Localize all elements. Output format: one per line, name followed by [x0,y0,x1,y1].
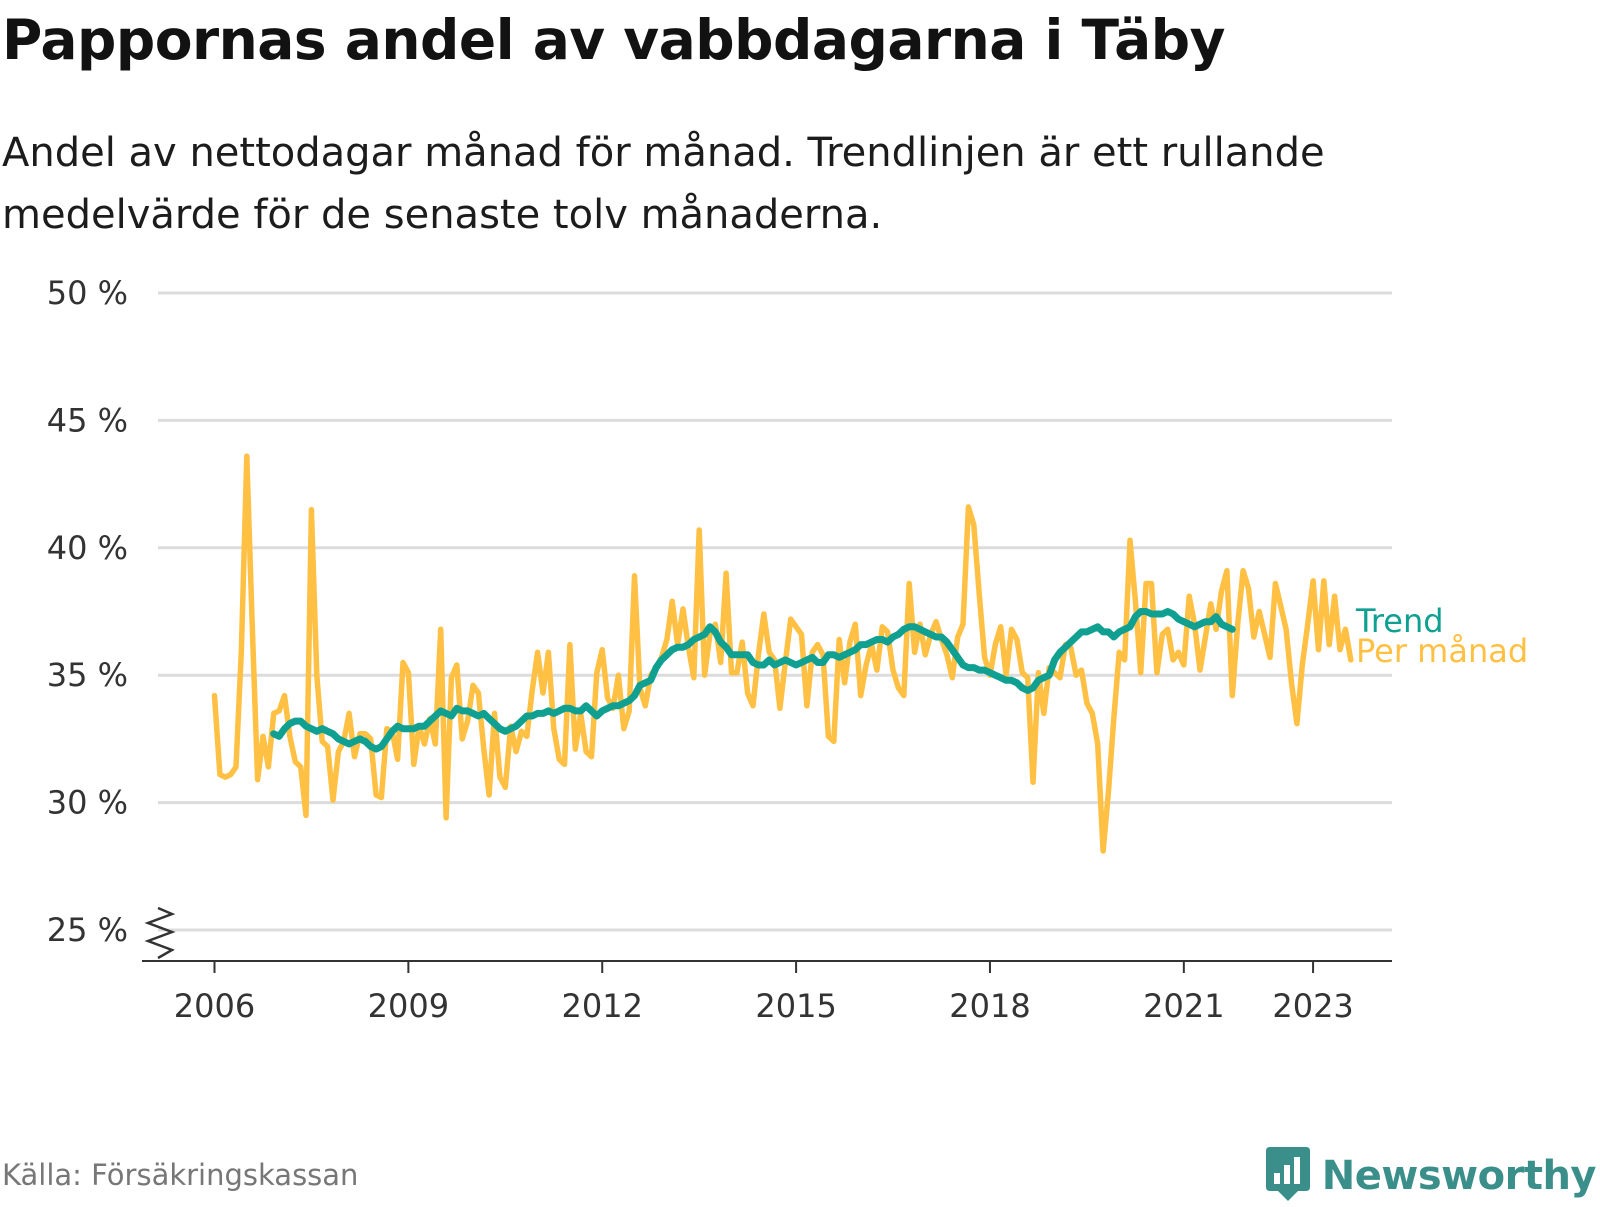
line-chart: 25 % 30 % 35 % 40 % 45 % 50 % 2006 2009 2012 201… [47,274,1528,1025]
axis-break-icon [144,906,176,960]
x-tick-label: 2012 [562,987,643,1025]
brand-name: Newsworthy [1321,1153,1597,1199]
series-label-monthly: Per månad [1356,632,1528,670]
x-tick-label: 2023 [1272,987,1353,1025]
x-tick-label: 2015 [755,987,836,1025]
y-tick-label: 35 % [47,656,128,694]
y-tick-label: 45 % [47,401,128,439]
source-note: Källa: Försäkringskassan [2,1158,359,1192]
y-tick-label: 50 % [47,274,128,312]
series-lines [211,453,1354,854]
series-line-monthly [211,453,1354,854]
x-tick-label: 2006 [174,987,255,1025]
chart-subtitle: Andel av nettodagar månad för månad. Tre… [2,130,1325,238]
y-axis-labels: 25 % 30 % 35 % 40 % 45 % 50 % [47,274,128,949]
newsworthy-logo-icon [1264,1145,1312,1207]
series-line-trend [270,608,1236,753]
y-tick-label: 40 % [47,529,128,567]
x-axis: 2006 2009 2012 2015 2018 2021 2023 [142,906,1392,1025]
x-tick-label: 2009 [368,987,449,1025]
chart-title: Pappornas andel av vabbdagarna i Täby [2,8,1225,72]
brand[interactable]: Newsworthy [1264,1145,1597,1207]
series-label-trend: Trend [1355,602,1444,640]
x-tick-label: 2021 [1143,987,1224,1025]
grid-lines [158,291,1392,932]
y-tick-label: 30 % [47,784,128,822]
y-tick-label: 25 % [47,911,128,949]
x-tick-label: 2018 [949,987,1030,1025]
